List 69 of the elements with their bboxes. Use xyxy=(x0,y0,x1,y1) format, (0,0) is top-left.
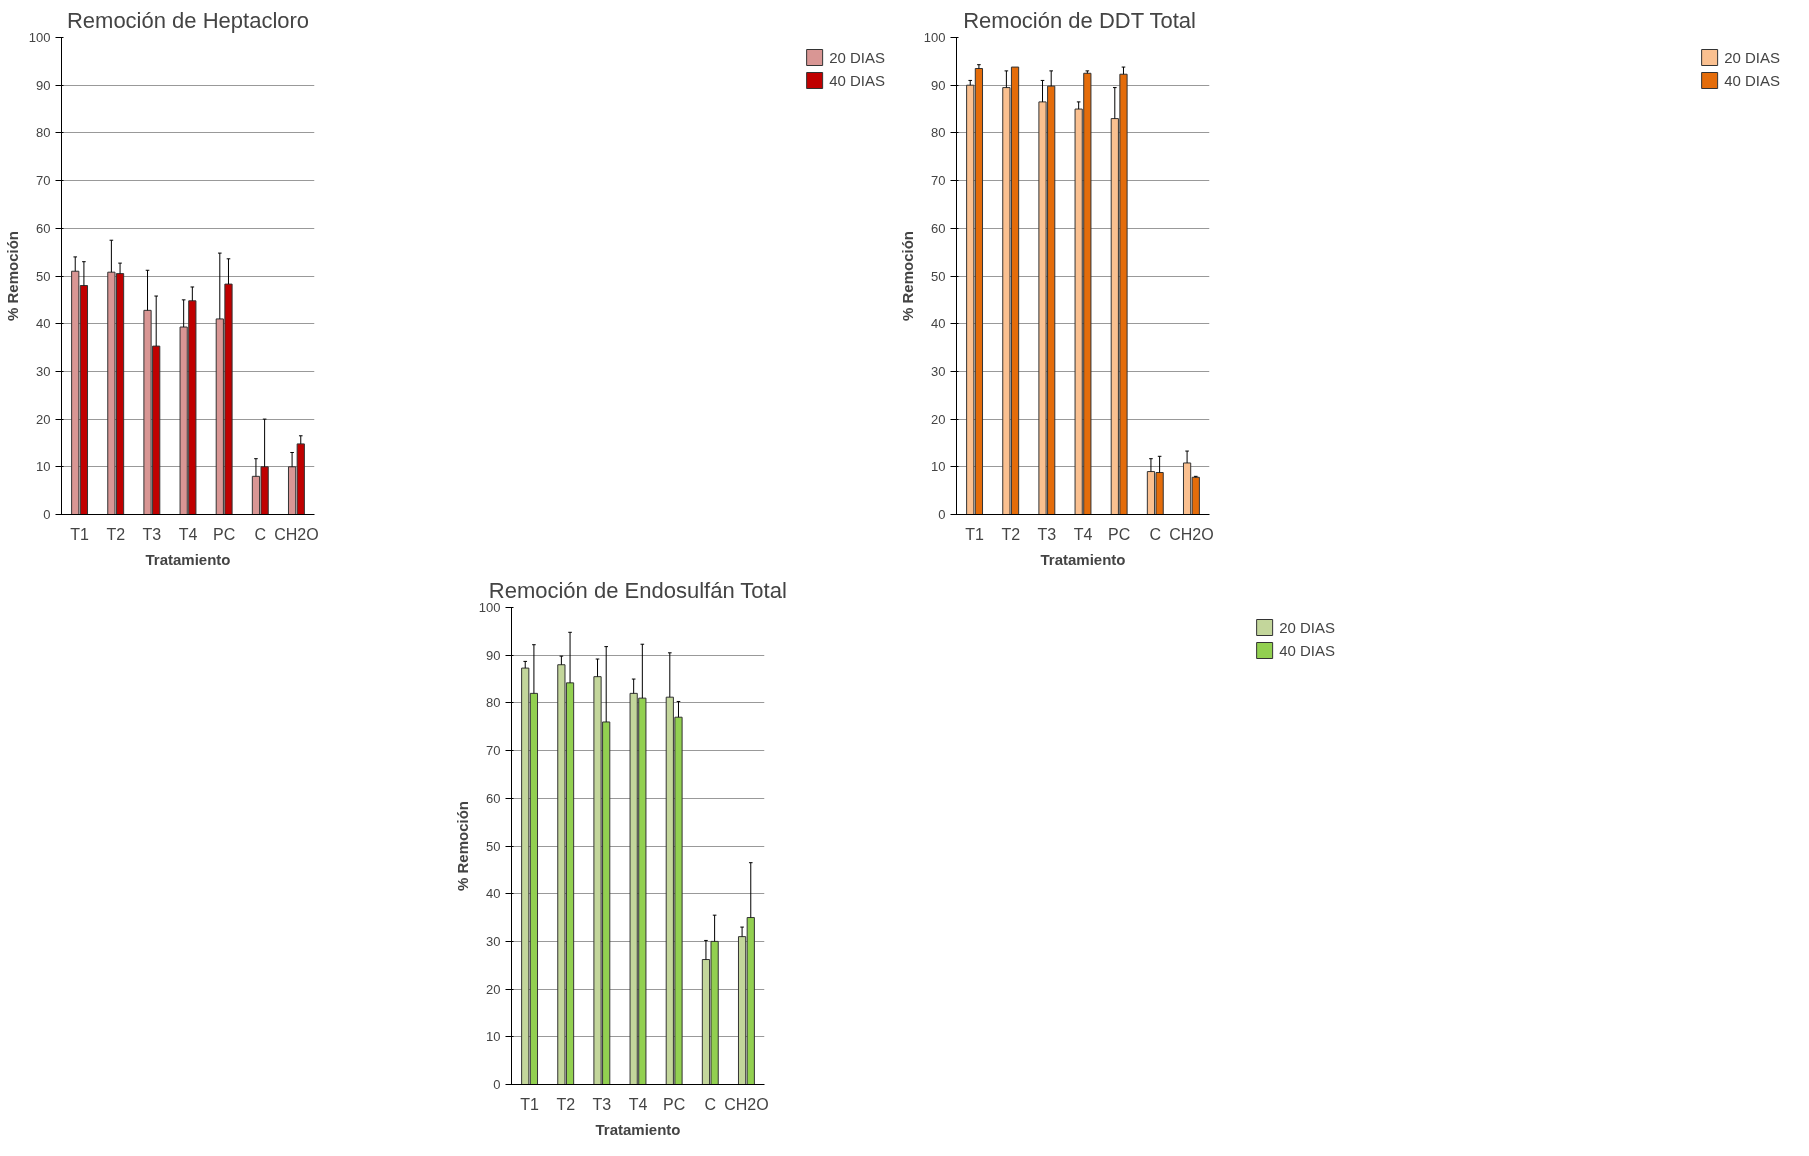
y-tick-label: 60 xyxy=(931,220,946,236)
y-tick-label: 20 xyxy=(931,411,946,427)
chart-title: Remoción de Endosulfán Total xyxy=(488,577,787,603)
x-tick-label: T3 xyxy=(1037,525,1057,543)
y-tick-label: 80 xyxy=(486,695,501,711)
x-tick-label: T2 xyxy=(556,1095,576,1113)
y-tick-label: 20 xyxy=(36,411,51,427)
y-tick-label: 90 xyxy=(486,647,501,663)
legend-label: 20 DIAS xyxy=(829,48,885,66)
y-tick-label: 40 xyxy=(36,316,51,332)
x-tick-label: CH2O xyxy=(1169,525,1214,543)
y-axis-title: % Remoción xyxy=(3,230,21,322)
y-tick-label: 10 xyxy=(36,459,51,475)
x-tick-label: T4 xyxy=(178,525,198,543)
x-axis-title: Tratamiento xyxy=(145,550,231,568)
y-tick-label: 80 xyxy=(931,125,946,141)
x-tick-label: T4 xyxy=(628,1095,648,1113)
legend-label: 40 DIAS xyxy=(829,71,885,89)
y-tick-label: 50 xyxy=(36,268,51,284)
y-tick-label: 40 xyxy=(486,886,501,902)
y-tick-label: 60 xyxy=(486,790,501,806)
y-tick-label: 0 xyxy=(938,507,946,522)
y-axis-title: % Remoción xyxy=(453,800,471,892)
x-tick-label: C xyxy=(1149,525,1162,543)
y-tick-label: 10 xyxy=(931,459,946,475)
legend-label: 40 DIAS xyxy=(1279,641,1335,659)
y-tick-label: 100 xyxy=(28,30,51,45)
y-tick-label: 50 xyxy=(931,268,946,284)
x-tick-label: PC xyxy=(213,525,236,543)
y-tick-label: 100 xyxy=(478,600,501,615)
y-tick-label: 90 xyxy=(36,77,51,93)
y-tick-label: 70 xyxy=(931,173,946,189)
x-tick-label: PC xyxy=(663,1095,686,1113)
x-tick-label: T1 xyxy=(965,525,985,543)
y-tick-label: 20 xyxy=(486,981,501,997)
x-tick-label: PC xyxy=(1108,525,1131,543)
y-tick-label: 30 xyxy=(486,933,501,949)
y-tick-label: 60 xyxy=(36,220,51,236)
chart-title: Remoción de Heptacloro xyxy=(66,7,310,33)
legend-label: 40 DIAS xyxy=(1724,71,1780,89)
legend-label: 20 DIAS xyxy=(1279,618,1335,636)
y-tick-label: 30 xyxy=(36,363,51,379)
x-tick-label: T3 xyxy=(592,1095,612,1113)
y-tick-label: 90 xyxy=(931,77,946,93)
x-tick-label: C xyxy=(254,525,267,543)
y-tick-label: 0 xyxy=(493,1077,501,1092)
y-tick-label: 50 xyxy=(486,838,501,854)
y-tick-label: 100 xyxy=(923,30,946,45)
x-tick-label: C xyxy=(704,1095,717,1113)
y-tick-label: 40 xyxy=(931,316,946,332)
legend-label: 20 DIAS xyxy=(1724,48,1780,66)
chart-title: Remoción de DDT Total xyxy=(963,7,1196,33)
x-tick-label: CH2O xyxy=(724,1095,769,1113)
y-tick-label: 70 xyxy=(36,173,51,189)
y-tick-label: 0 xyxy=(43,507,51,522)
x-axis-title: Tratamiento xyxy=(595,1120,681,1138)
x-tick-label: T1 xyxy=(520,1095,540,1113)
x-tick-label: T1 xyxy=(70,525,90,543)
y-tick-label: 80 xyxy=(36,125,51,141)
x-tick-label: T2 xyxy=(1001,525,1021,543)
x-axis-title: Tratamiento xyxy=(1040,550,1126,568)
y-tick-label: 30 xyxy=(931,363,946,379)
x-tick-label: T4 xyxy=(1073,525,1093,543)
y-tick-label: 10 xyxy=(486,1029,501,1045)
x-tick-label: T2 xyxy=(106,525,126,543)
x-tick-label: CH2O xyxy=(274,525,319,543)
y-axis-title: % Remoción xyxy=(898,230,916,322)
y-tick-label: 70 xyxy=(486,743,501,759)
x-tick-label: T3 xyxy=(142,525,162,543)
